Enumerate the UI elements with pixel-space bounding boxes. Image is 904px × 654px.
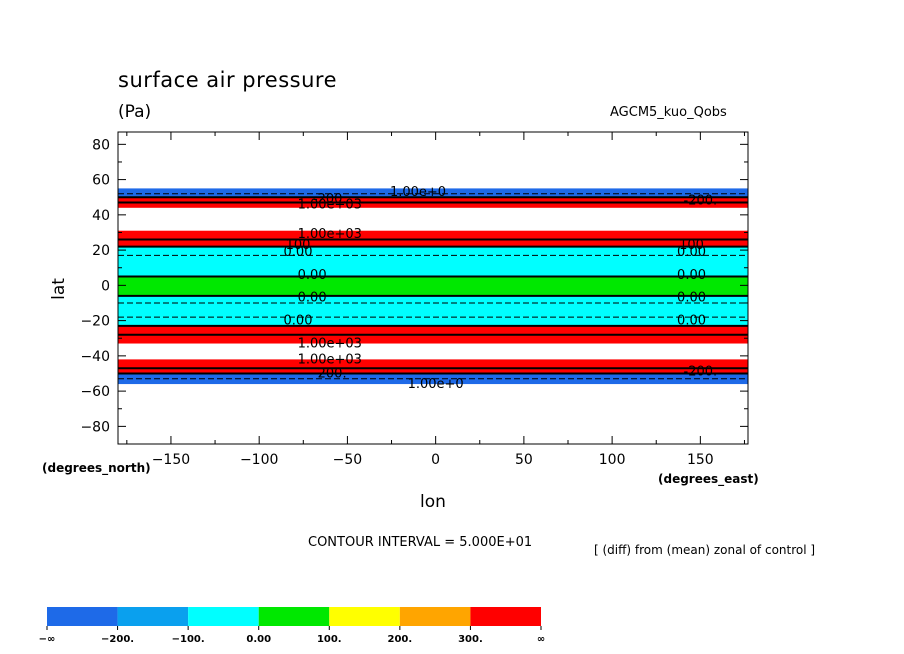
contour-label: 1.00e+0 — [408, 377, 464, 392]
x-tick-label: 100 — [599, 452, 626, 468]
band — [118, 368, 748, 374]
band — [118, 317, 748, 326]
diff-note: [ (diff) from (mean) zonal of control ] — [594, 543, 816, 557]
contour-label: 0.00 — [284, 314, 313, 329]
contour-label: 1.00e+03 — [298, 227, 362, 242]
contour-label: 1.00e+03 — [298, 197, 362, 212]
axis-ticks: 80 60 40 20 0 −20 −40 −60 −80 −150 −100 −50 0 50 100 15… — [80, 132, 748, 468]
band — [118, 325, 748, 335]
contour-label: 1.00e+0 — [390, 185, 446, 200]
y-tick-label: 80 — [92, 137, 110, 153]
y-tick-label: −40 — [80, 349, 110, 365]
colorbar-swatch — [399, 607, 471, 626]
contour-label: 1.00e+03 — [298, 352, 362, 367]
run-label: AGCM5_kuo_Qobs — [610, 105, 727, 120]
units-label: (Pa) — [118, 102, 152, 122]
contour-labels: -200. 1.00e+01.00e+03 -200.1.00e+031000.00… — [284, 185, 718, 392]
band — [118, 230, 748, 240]
colorbar: −∞ −200. −100. 0.00 100. 200. 300. ∞ — [39, 607, 545, 645]
contour-label: -200. — [684, 365, 718, 380]
band — [118, 276, 748, 296]
y-tick-label: 20 — [92, 243, 110, 259]
contour-label: 1.00e+03 — [298, 337, 362, 352]
contour-label: -200. — [684, 194, 718, 209]
band — [118, 239, 748, 247]
x-tick-label: 150 — [687, 452, 714, 468]
contour-label: 100 — [286, 238, 311, 253]
x-tick-label: −100 — [240, 452, 278, 468]
plot-frame — [117, 131, 749, 445]
y-tick-label: −60 — [80, 384, 110, 400]
colorbar-label: ∞ — [537, 634, 545, 645]
contour-lines — [118, 193, 748, 380]
contour-label: 100 — [679, 238, 704, 253]
x-axis-label: lon — [420, 492, 446, 512]
y-tick-label: −80 — [80, 419, 110, 435]
contour-label: -200. — [313, 366, 347, 381]
contour-label: 0.00 — [284, 245, 313, 260]
band — [118, 255, 748, 277]
colorbar-label: −∞ — [39, 634, 56, 645]
x-units-label: (degrees_east) — [658, 472, 759, 487]
contour-label: 0.00 — [677, 245, 706, 260]
colorbar-swatch — [470, 607, 541, 626]
band — [118, 188, 748, 198]
chart-title: surface air pressure — [118, 68, 338, 92]
band — [118, 295, 748, 318]
y-units-label: (degrees_north) — [42, 461, 151, 476]
contour-label: 0.00 — [677, 291, 706, 306]
colorbar-label: 200. — [388, 634, 413, 645]
colorbar-label: 100. — [317, 634, 342, 645]
y-tick-label: −20 — [80, 314, 110, 330]
y-tick-label: 40 — [92, 208, 110, 224]
band — [118, 246, 748, 256]
colorbar-swatch — [117, 607, 189, 626]
y-tick-label: 0 — [101, 278, 110, 294]
colorbar-label: 0.00 — [246, 634, 271, 645]
contour-label: 0.00 — [298, 268, 327, 283]
band — [118, 197, 748, 203]
colorbar-label: −100. — [172, 634, 205, 645]
contour-label: 0.00 — [677, 314, 706, 329]
x-tick-label: −50 — [333, 452, 363, 468]
x-tick-label: −150 — [152, 452, 190, 468]
colorbar-swatch — [188, 607, 259, 626]
x-tick-label: 0 — [431, 452, 440, 468]
contour-label: 0.00 — [298, 291, 327, 306]
colorbar-swatch — [329, 607, 400, 626]
filled-bands — [118, 188, 748, 385]
y-tick-label: 60 — [92, 173, 110, 189]
colorbar-swatch — [47, 607, 118, 626]
colorbar-swatch — [258, 607, 330, 626]
colorbar-label: −200. — [101, 634, 134, 645]
band — [118, 202, 748, 208]
x-tick-label: 50 — [515, 452, 533, 468]
contour-label: -200. — [313, 192, 347, 207]
y-axis-label: lat — [49, 278, 69, 300]
band — [118, 359, 748, 369]
colorbar-label: 300. — [458, 634, 483, 645]
contour-interval-label: CONTOUR INTERVAL = 5.000E+01 — [308, 535, 533, 550]
band — [118, 334, 748, 344]
contour-label: 0.00 — [677, 268, 706, 283]
